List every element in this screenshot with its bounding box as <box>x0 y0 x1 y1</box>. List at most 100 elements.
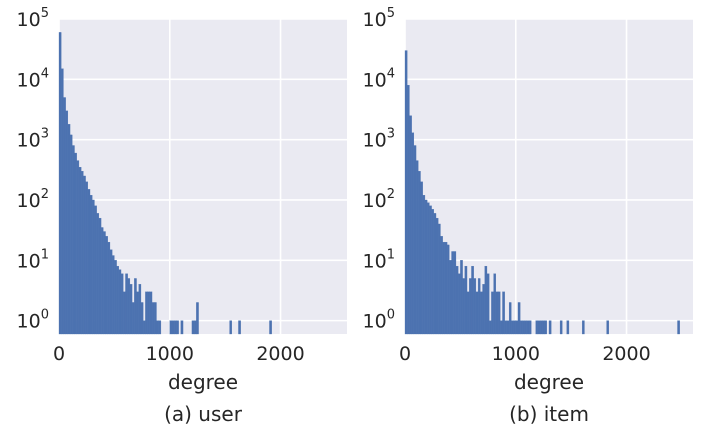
y-tick-label: 104 <box>17 66 49 91</box>
histogram-bar <box>427 202 430 335</box>
y-tick-label: 101 <box>17 247 49 272</box>
histogram-bar <box>506 320 510 335</box>
x-tick-label: 0 <box>399 343 411 365</box>
histogram-bar <box>72 145 75 335</box>
histogram-bar <box>453 251 457 335</box>
histogram-bar <box>548 320 552 335</box>
x-tick-labels: 0 1000 2000 <box>399 343 651 365</box>
histogram-bar <box>495 291 499 335</box>
x-tick-label: 2000 <box>602 343 650 365</box>
histogram-bar <box>149 291 153 335</box>
y-tick-labels: 100 101 102 103 104 105 <box>363 6 395 333</box>
histogram-bar <box>176 320 179 335</box>
x-tick-label: 2000 <box>256 343 304 365</box>
histogram-bar <box>449 260 452 335</box>
histogram-bar <box>469 278 472 335</box>
histogram-bar <box>542 320 545 335</box>
histogram-bar <box>114 260 117 335</box>
histogram-bar <box>58 32 62 335</box>
histogram-bar <box>486 273 490 335</box>
x-tick-label: 1000 <box>146 343 194 365</box>
histogram-bar <box>269 320 272 335</box>
histogram-bar <box>81 171 84 335</box>
histogram-bar <box>429 205 432 335</box>
histogram-bar <box>460 260 463 335</box>
x-tick-labels: 0 1000 2000 <box>53 343 305 365</box>
histogram-bar <box>147 291 150 335</box>
y-tick-label: 105 <box>363 6 395 31</box>
histogram-bar <box>100 227 104 335</box>
histogram-bar <box>112 255 115 335</box>
y-tick-label: 101 <box>363 247 395 272</box>
histogram-bar <box>539 320 543 335</box>
histogram-bar <box>475 291 479 335</box>
histogram-bar <box>415 160 419 335</box>
histogram-bar <box>566 320 570 335</box>
histogram-bar <box>677 320 680 335</box>
histogram-bar <box>559 320 563 335</box>
histogram-bar <box>444 241 448 335</box>
histogram-bar <box>535 320 539 335</box>
histogram-bar <box>103 231 106 335</box>
histogram-bar <box>67 124 71 335</box>
histogram-bar <box>140 302 144 335</box>
histogram-bar <box>464 265 468 335</box>
y-tick-label: 103 <box>363 127 395 152</box>
y-tick-label: 104 <box>363 66 395 91</box>
histogram-bar <box>125 273 128 335</box>
histogram-bar <box>120 273 124 335</box>
histogram-bar <box>107 241 111 335</box>
histogram-bars <box>404 50 680 335</box>
y-tick-label: 105 <box>17 6 49 31</box>
histogram-bar <box>116 265 119 335</box>
histogram-bar <box>196 302 199 335</box>
histogram-bar <box>134 278 137 335</box>
histogram-bar <box>105 236 108 335</box>
histogram-bar <box>145 291 148 335</box>
histogram-bar <box>440 236 443 335</box>
histogram-bar <box>438 223 441 335</box>
histogram-bar <box>466 291 470 335</box>
histogram-bar <box>477 278 481 335</box>
histogram-bar <box>424 199 428 335</box>
histogram-bar <box>462 278 465 335</box>
histogram-bar <box>497 291 501 335</box>
histogram-bar <box>138 284 142 335</box>
histogram-bar <box>123 291 126 335</box>
histogram-bar <box>420 181 423 335</box>
histogram-bar <box>407 85 410 335</box>
histogram-bar <box>524 320 527 335</box>
histogram-bar <box>446 244 450 335</box>
histogram-bar <box>69 134 73 335</box>
x-tick-label: 0 <box>53 343 65 365</box>
y-tick-labels: 100 101 102 103 104 105 <box>17 6 49 333</box>
histogram-bar <box>582 320 585 335</box>
histogram-bar <box>517 302 521 335</box>
histogram-bar <box>511 320 514 335</box>
y-tick-label: 103 <box>17 127 49 152</box>
histogram-bar <box>606 320 609 335</box>
histogram-bar <box>482 284 485 335</box>
x-axis-label: degree <box>514 370 584 394</box>
histogram-bar <box>480 291 483 335</box>
y-tick-label: 102 <box>17 187 49 212</box>
histogram-bar <box>493 273 496 335</box>
histogram-bar <box>455 265 459 335</box>
histogram-bar <box>418 171 421 335</box>
y-tick-label: 102 <box>363 187 395 212</box>
histogram-bar <box>537 320 541 335</box>
histogram-bar <box>422 195 426 335</box>
histogram-bar <box>65 110 69 335</box>
histogram-bar <box>458 273 461 335</box>
histogram-bar <box>180 320 184 335</box>
histogram-bar <box>229 320 232 335</box>
x-tick-label: 1000 <box>492 343 540 365</box>
histogram-bar <box>96 213 100 335</box>
panel-caption: (b) item <box>509 402 589 426</box>
histogram-bar <box>89 195 93 335</box>
histogram-bar <box>143 320 146 335</box>
histogram-bar <box>158 320 162 335</box>
histogram-bar <box>544 320 547 335</box>
histogram-bar <box>78 167 82 335</box>
